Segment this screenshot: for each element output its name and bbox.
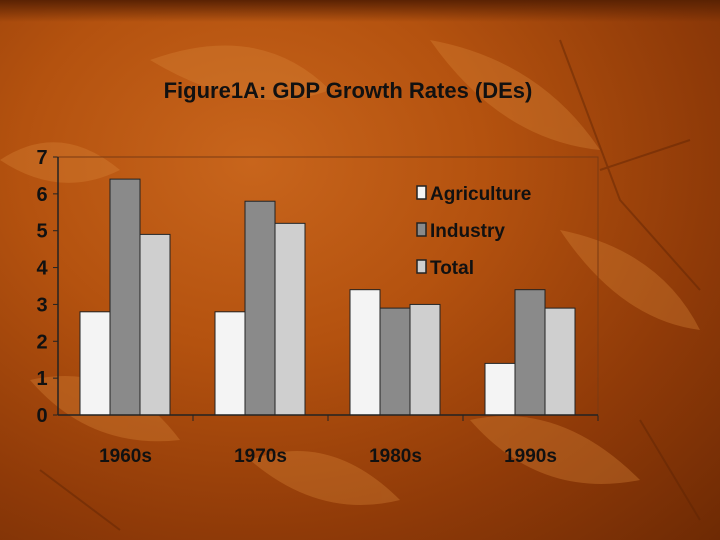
bar-industry-1990s [514,289,546,416]
legend-label-agriculture: Agriculture [430,184,531,205]
bar-agriculture-1970s [214,311,246,416]
y-tick-label: 1 [36,368,47,390]
y-tick-label: 3 [36,294,47,316]
bar-total-1980s [409,303,441,416]
x-axis-categories: 1960s 1970s 1980s 1990s [99,415,599,467]
bar-total-1960s [139,233,171,416]
bars [79,178,576,416]
y-tick-label: 0 [36,405,47,427]
axes [57,156,599,416]
bar-agriculture-1960s [79,311,111,416]
legend-label-total: Total [430,258,474,279]
legend-swatch-total [416,259,427,274]
bar-industry-1980s [379,307,411,416]
bar-agriculture-1990s [484,362,516,416]
y-tick-label: 4 [36,258,48,280]
x-category-label: 1990s [504,446,557,467]
bar-agriculture-1980s [349,289,381,416]
chart-title: Figure1A: GDP Growth Rates (DEs) [164,78,533,103]
legend-swatch-industry [416,222,427,237]
top-shadow-band [0,0,720,22]
y-axis-ticks: 0 1 2 3 4 5 6 7 [36,147,58,427]
x-category-label: 1960s [99,446,152,467]
x-category-label: 1970s [234,446,287,467]
y-tick-label: 7 [36,147,47,169]
legend-label-industry: Industry [430,221,505,242]
bar-industry-1960s [109,178,141,416]
legend: Agriculture Industry Total [416,184,531,279]
bar-total-1990s [544,307,576,416]
y-tick-label: 5 [36,221,47,243]
y-tick-label: 6 [36,184,47,206]
bar-industry-1970s [244,200,276,416]
bar-total-1970s [274,222,306,416]
y-tick-label: 2 [36,331,47,353]
legend-swatch-agriculture [416,185,427,200]
x-category-label: 1980s [369,446,422,467]
